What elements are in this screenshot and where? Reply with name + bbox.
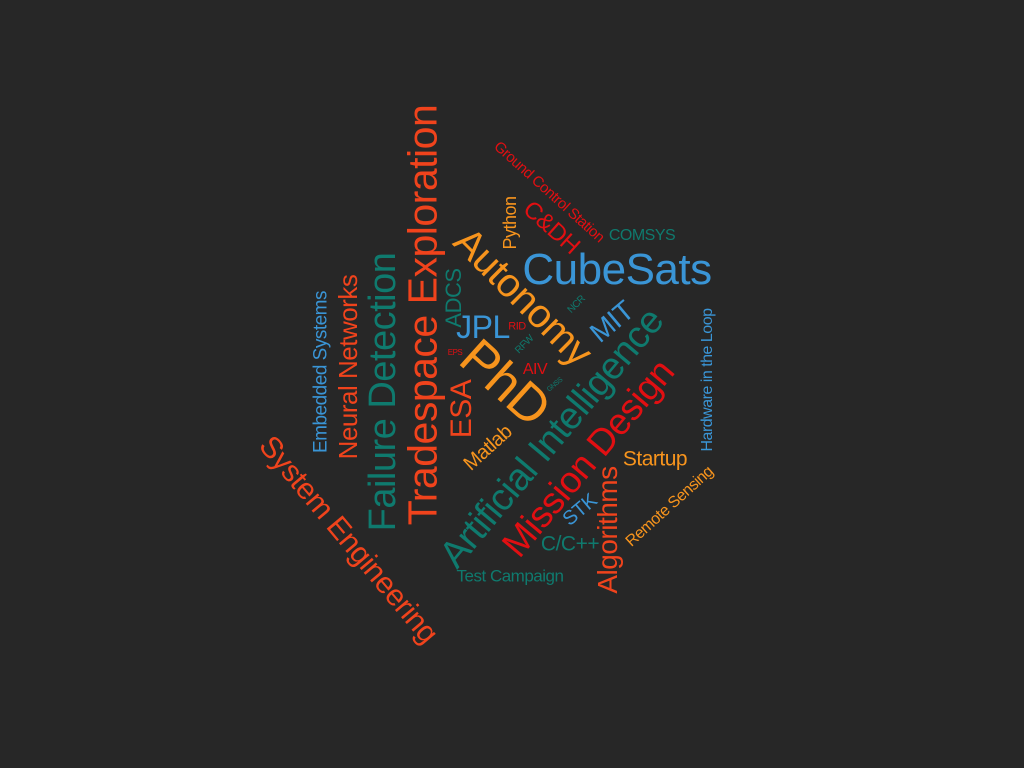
word-tradespace-exploration: Tradespace Exploration xyxy=(399,104,446,526)
word-test-campaign: Test Campaign xyxy=(456,566,564,586)
word-jpl: JPL xyxy=(456,309,510,345)
word-rid: RID xyxy=(508,320,526,333)
word-cubesats: CubeSats xyxy=(522,245,712,294)
word-comsys: COMSYS xyxy=(608,227,676,244)
word-neural-networks: Neural Networks xyxy=(333,274,363,460)
word-embedded-systems: Embedded Systems xyxy=(310,290,332,454)
word-remote-sensing: Remote Sensing xyxy=(622,463,717,551)
word-esa: ESA xyxy=(445,379,478,439)
word-aiv: AIV xyxy=(522,361,548,378)
word-adcs: ADCS xyxy=(441,268,466,328)
word-python: Python xyxy=(500,196,520,250)
word-failure-detection: Failure Detection xyxy=(362,252,404,532)
word-algorithms: Algorithms xyxy=(592,466,623,594)
word-hardware-in-the-loop: Hardware in the Loop xyxy=(699,308,716,452)
word-startup: Startup xyxy=(622,447,688,471)
word-cpp: C/C++ xyxy=(540,532,600,556)
word-eps: EPS xyxy=(447,348,463,357)
